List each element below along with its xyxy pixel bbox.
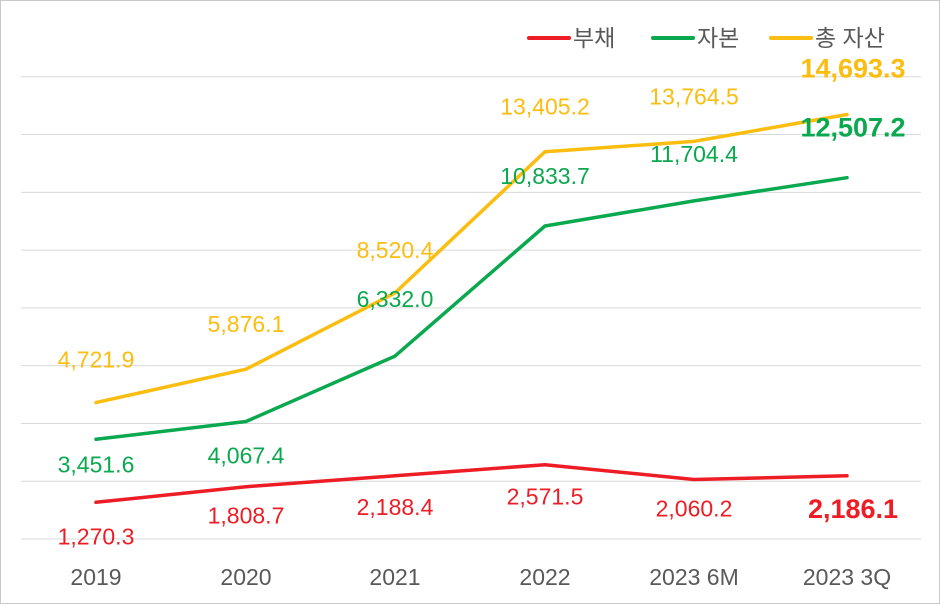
data-label-equity-0: 3,451.6 [58,451,135,477]
data-label-equity-2: 6,332.0 [357,286,434,312]
data-label-total-assets-5: 14,693.3 [800,54,905,84]
x-tick-label-1: 2020 [220,564,271,590]
x-axis-tick-labels: 2019 2020 2021 2022 2023 6M 2023 3Q [70,564,891,590]
legend-item-debt: 부채 [527,25,615,51]
data-label-debt-1: 1,808.7 [208,503,285,529]
data-label-total-assets-0: 4,721.9 [58,347,135,373]
legend-item-equity: 자본 [651,25,739,51]
data-label-equity-5: 12,507.2 [800,113,905,143]
x-tick-label-5: 2023 3Q [803,564,891,590]
data-label-debt-4: 2,060.2 [656,496,733,522]
data-label-total-assets-4: 13,764.5 [649,83,739,109]
data-label-total-assets-2: 8,520.4 [357,237,434,263]
x-tick-label-4: 2023 6M [649,564,739,590]
data-label-equity-4: 11,704.4 [650,141,738,167]
data-label-total-assets-1: 5,876.1 [208,311,285,337]
x-tick-label-2: 2021 [369,564,420,590]
data-labels: 1,270.3 1,808.7 2,188.4 2,571.5 2,060.2 2,186… [58,54,906,550]
series-lines [94,112,849,505]
data-label-debt-3: 2,571.5 [507,484,584,510]
data-label-debt-0: 1,270.3 [58,523,135,549]
gridlines [21,76,921,540]
legend: 부채 자본 총 자산 [527,25,885,51]
data-label-equity-3: 10,833.7 [500,163,590,189]
legend-label-total-assets: 총 자산 [815,25,885,51]
x-tick-label-0: 2019 [70,564,121,590]
legend-label-equity: 자본 [697,25,739,51]
series-line-total-assets [94,112,849,405]
data-label-total-assets-3: 13,405.2 [500,94,590,120]
x-tick-label-3: 2022 [519,564,570,590]
data-label-equity-1: 4,067.4 [208,443,285,469]
data-label-debt-5: 2,186.1 [808,494,898,524]
legend-item-total-assets: 총 자산 [769,25,885,51]
series-line-debt [94,462,849,505]
series-line-equity [94,175,849,442]
data-label-debt-2: 2,188.4 [357,494,434,520]
legend-label-debt: 부채 [573,25,615,51]
